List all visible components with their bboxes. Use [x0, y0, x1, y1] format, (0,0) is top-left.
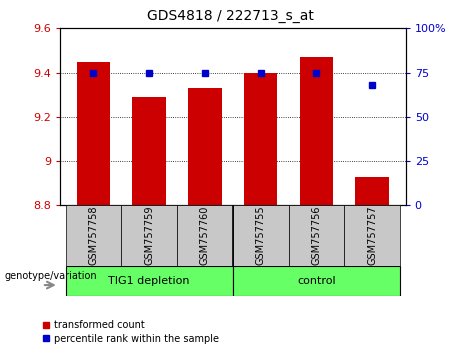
Legend: transformed count, percentile rank within the sample: transformed count, percentile rank withi… — [42, 320, 219, 344]
Text: TIG1 depletion: TIG1 depletion — [108, 275, 190, 286]
Bar — [65, 205, 121, 266]
Bar — [188, 88, 222, 205]
Text: GSM757756: GSM757756 — [312, 206, 321, 265]
Bar — [289, 205, 344, 266]
Bar — [244, 73, 278, 205]
Text: genotype/variation: genotype/variation — [5, 271, 97, 281]
Text: GSM757755: GSM757755 — [256, 206, 266, 265]
Text: GSM757759: GSM757759 — [144, 206, 154, 265]
Text: GSM757757: GSM757757 — [367, 206, 377, 265]
Bar — [233, 205, 289, 266]
Text: GSM757760: GSM757760 — [200, 206, 210, 265]
Bar — [344, 205, 400, 266]
Text: GSM757758: GSM757758 — [89, 206, 98, 265]
Bar — [65, 266, 233, 296]
Text: GDS4818 / 222713_s_at: GDS4818 / 222713_s_at — [147, 9, 314, 23]
Text: control: control — [297, 275, 336, 286]
Bar — [233, 266, 400, 296]
Bar — [300, 57, 333, 205]
Bar — [77, 62, 110, 205]
Bar — [177, 205, 233, 266]
Bar — [121, 205, 177, 266]
Bar — [132, 97, 166, 205]
Bar — [355, 177, 389, 205]
